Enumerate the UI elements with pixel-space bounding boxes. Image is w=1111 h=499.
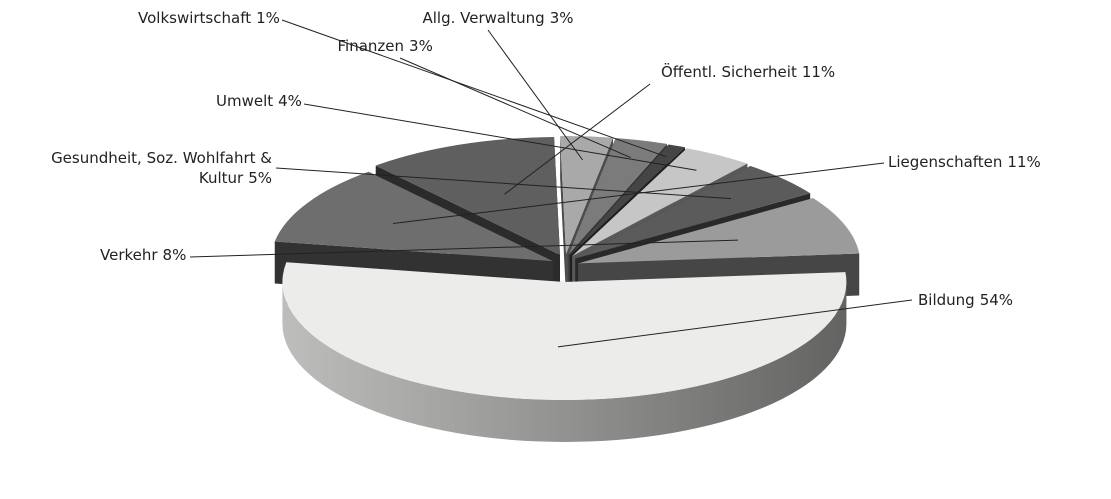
slice-label: Allg. Verwaltung 3% (423, 8, 574, 28)
label-category: Umwelt (216, 92, 274, 110)
slice-group (282, 262, 847, 442)
label-category: Verkehr (100, 246, 158, 264)
slice (375, 136, 560, 255)
label-value: 4% (278, 92, 302, 110)
leader-line (303, 103, 697, 171)
slice (578, 198, 860, 264)
slice (570, 144, 685, 256)
label-category: Öffentl. Sicherheit (661, 63, 797, 81)
slice-label: Liegenschaften 11% (888, 152, 1041, 172)
slice-label: Volkswirtschaft 1% (138, 8, 280, 28)
slice (568, 138, 667, 255)
slice (274, 171, 553, 262)
leader-line (504, 83, 651, 195)
slice-label: Gesundheit, Soz. Wohlfahrt & Kultur 5% (22, 148, 272, 188)
label-category: Finanzen (337, 37, 405, 55)
leader-line (399, 57, 631, 159)
slice (560, 136, 614, 255)
slice-label: Finanzen 3% (338, 36, 433, 56)
leader-line (557, 299, 913, 348)
label-value: 3% (549, 9, 574, 27)
slice-label: Verkehr 8% (100, 245, 186, 265)
label-category: Gesundheit, Soz. Wohlfahrt & Kultur (51, 149, 272, 187)
slice-side (282, 281, 847, 442)
label-value: 3% (409, 37, 433, 55)
leader-line (487, 29, 583, 161)
label-value: 11% (1007, 153, 1041, 171)
slice (572, 148, 748, 257)
leader-line (275, 167, 732, 200)
label-category: Allg. Verwaltung (422, 9, 545, 27)
label-value: 5% (248, 169, 272, 187)
label-category: Bildung (918, 291, 975, 309)
label-value: 1% (256, 9, 280, 27)
slice (282, 262, 847, 400)
slice-label: Öffentl. Sicherheit 11% (661, 62, 835, 82)
label-value: 11% (801, 63, 836, 81)
leader-line (281, 19, 667, 158)
slice-label: Bildung 54% (918, 290, 1013, 310)
slice (575, 166, 811, 259)
label-value: 54% (979, 291, 1014, 309)
slice-label: Umwelt 4% (216, 91, 302, 111)
label-value: 8% (162, 246, 187, 264)
slice-wall (560, 136, 567, 297)
label-category: Volkswirtschaft (138, 9, 252, 27)
leader-line (393, 162, 885, 224)
leader-line (189, 239, 739, 258)
label-category: Liegenschaften (888, 153, 1003, 171)
